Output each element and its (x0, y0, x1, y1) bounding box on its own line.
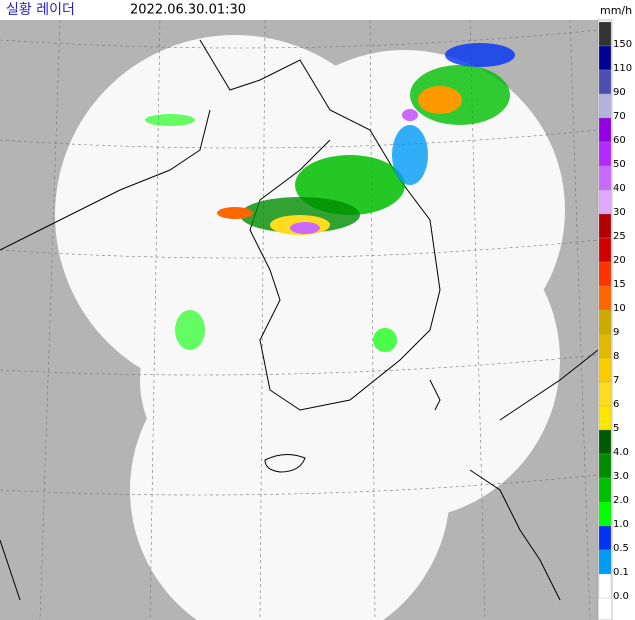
legend-label: 0.0 (613, 591, 629, 602)
legend-label: 4.0 (613, 447, 629, 458)
legend-label: 70 (613, 111, 626, 122)
legend-swatch (598, 405, 612, 431)
legend-label: 110 (613, 63, 632, 74)
legend-label: 150 (613, 39, 632, 50)
legend-swatch (598, 309, 612, 335)
legend-swatch (598, 93, 612, 119)
legend-swatch (598, 285, 612, 311)
grid (0, 19, 599, 620)
legend-swatch (598, 429, 612, 455)
legend-swatch (598, 45, 612, 71)
legend-label: 90 (613, 87, 626, 98)
legend-label: 30 (613, 207, 626, 218)
legend-swatch (598, 453, 612, 479)
legend-swatch (598, 21, 612, 47)
legend-swatch (598, 381, 612, 407)
legend-swatch (598, 213, 612, 239)
legend-label: 50 (613, 159, 626, 170)
legend-label: 20 (613, 255, 626, 266)
legend-label: 0.5 (613, 543, 629, 554)
legend-swatch (598, 477, 612, 503)
coastlines (0, 39, 599, 601)
legend-label: 6 (613, 399, 619, 410)
timestamp: 2022.06.30.01:30 (130, 3, 246, 18)
legend-label: 15 (613, 279, 626, 290)
legend-label: 8 (613, 351, 619, 362)
legend-swatch (598, 69, 612, 95)
legend-label: 3.0 (613, 471, 629, 482)
legend-swatch (598, 357, 612, 383)
legend-swatch (598, 189, 612, 215)
legend-label: 9 (613, 327, 619, 338)
legend-swatch (598, 117, 612, 143)
legend-label: 60 (613, 135, 626, 146)
legend-label: 0.1 (613, 567, 629, 578)
map-area (0, 19, 599, 620)
legend-swatch (598, 549, 612, 575)
legend-label: 40 (613, 183, 626, 194)
legend-swatch (598, 141, 612, 167)
legend-swatch (598, 573, 612, 599)
legend-label: 25 (613, 231, 626, 242)
legend-swatch (598, 333, 612, 359)
radar-echoes (145, 43, 515, 352)
legend: 150 110 90 70 60 50 40 30 25 20 15 10 9 8 7 6 5 4.0 3.0 2.0… (597, 19, 632, 620)
legend-label: 5 (613, 423, 619, 434)
legend-swatch (598, 525, 612, 551)
unit: mm/h (600, 4, 632, 17)
legend-label: 7 (613, 375, 619, 386)
legend-swatch (598, 261, 612, 287)
title: 실황 레이더 (6, 2, 75, 18)
legend-label: 2.0 (613, 495, 629, 506)
legend-label: 1.0 (613, 519, 629, 530)
legend-swatch (598, 237, 612, 263)
legend-swatch (598, 501, 612, 527)
legend-label: 10 (613, 303, 626, 314)
legend-swatch (598, 165, 612, 191)
